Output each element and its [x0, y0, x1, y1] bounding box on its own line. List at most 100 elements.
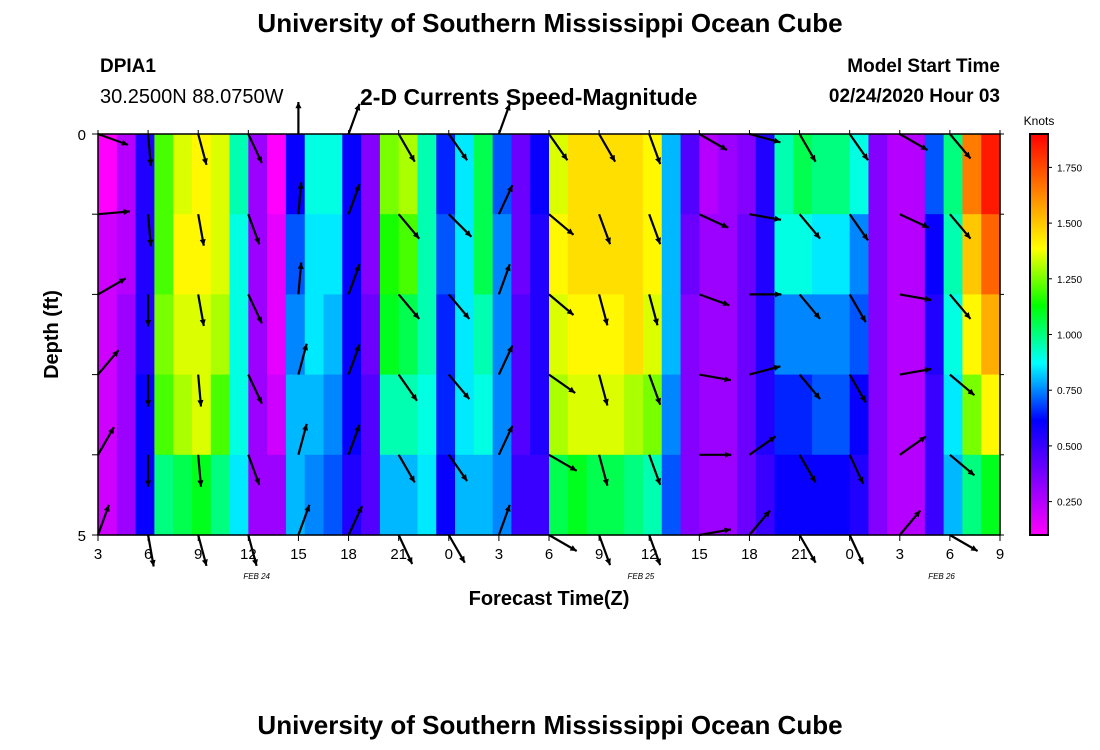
colorbar-tick-label: 1.750 [1057, 163, 1082, 174]
current-arrow-head [406, 557, 413, 564]
heatmap-cell [455, 374, 475, 456]
heatmap-cell [718, 374, 738, 456]
heatmap-cell [398, 134, 419, 215]
heatmap-cell [830, 294, 851, 376]
current-arrow-head [354, 184, 361, 192]
heatmap-cell [455, 134, 475, 215]
current-arrow-head [566, 228, 574, 235]
heatmap-cell [549, 214, 569, 295]
model-start-value: 02/24/2020 Hour 03 [828, 86, 1000, 107]
x-tick-label: 12 [641, 546, 658, 563]
heatmap-cell [718, 454, 738, 536]
heatmap-cell [549, 454, 569, 536]
heatmap-cell [868, 374, 888, 456]
current-arrow-head [813, 312, 821, 319]
heatmap-cell [285, 374, 306, 456]
heatmap-cell [210, 374, 231, 456]
current-arrow-head [412, 231, 420, 239]
heatmap-cell [924, 214, 945, 295]
current-arrow-head [295, 102, 302, 109]
model-start-label: Model Start Time [847, 56, 1000, 77]
current-arrow-head [356, 506, 363, 513]
current-arrow-head [412, 312, 420, 319]
heatmap-cell [812, 374, 832, 456]
date-label: FEB 25 [628, 572, 655, 581]
heatmap-cell [304, 454, 325, 536]
heatmap-cell [379, 134, 400, 215]
current-arrow-head [970, 545, 978, 551]
current-arrow-head [118, 278, 126, 285]
current-arrow-head [861, 153, 868, 161]
current-arrow-head [724, 376, 731, 383]
heatmap-cell [624, 214, 644, 295]
current-arrow-head [964, 231, 971, 239]
heatmap-cell [492, 134, 513, 215]
heatmap-cell [680, 294, 700, 376]
x-tick-label: 6 [946, 546, 954, 563]
current-arrow-head [507, 345, 513, 353]
heatmap-cell [436, 374, 456, 456]
heatmap-cell [267, 454, 287, 536]
heatmap-cell [849, 374, 870, 456]
current-arrow-head [197, 399, 204, 407]
current-arrow-head [408, 475, 415, 483]
colorbar-tick-label: 0.250 [1057, 498, 1082, 509]
heatmap-cell [173, 294, 193, 376]
current-arrow-head [813, 231, 821, 239]
heatmap-cell [98, 454, 118, 536]
current-arrow-head [605, 558, 611, 566]
heatmap-cell [793, 294, 813, 376]
heatmap-cell [98, 214, 118, 295]
current-arrow-head [920, 144, 928, 150]
heatmap-cell [417, 134, 437, 215]
heatmap-cell [361, 454, 381, 536]
heatmap-cell [285, 454, 306, 536]
heatmap-cell [981, 214, 1001, 295]
heatmap-cell [154, 214, 174, 295]
heatmap-cell [530, 454, 550, 536]
current-arrow-head [924, 295, 932, 302]
heatmap-cell [323, 294, 343, 376]
current-arrow-head [461, 153, 468, 161]
heatmap-cell [229, 454, 249, 536]
heatmap-cell [417, 454, 437, 536]
current-arrow-head [145, 400, 152, 407]
heatmap-cell [887, 294, 907, 376]
heatmap-cell [605, 374, 625, 456]
current-arrow-head [809, 475, 816, 483]
chart-title: 2-D Currents Speed-Magnitude [360, 84, 698, 110]
current-arrow-head [774, 215, 781, 222]
heatmap-cell [567, 294, 588, 376]
heatmap-cell [586, 374, 606, 456]
heatmap-cell [661, 294, 682, 376]
current-arrow-head [254, 237, 260, 245]
heatmap-cell [755, 374, 776, 456]
current-arrow-head [859, 395, 866, 403]
current-arrow-head [609, 154, 616, 162]
heatmap-cell [436, 214, 456, 295]
current-arrow-head [410, 393, 417, 401]
current-arrow-head [919, 436, 926, 443]
heatmap-cell [511, 134, 531, 215]
heatmap-cell [755, 134, 776, 215]
heatmap-cell [173, 214, 193, 295]
x-tick-label: 9 [194, 546, 202, 563]
heatmap-cell [661, 214, 682, 295]
heatmap-cell [699, 454, 719, 536]
heatmap-cell [492, 294, 513, 376]
current-arrow-head [721, 222, 729, 228]
current-arrow-head [463, 312, 470, 319]
heatmap-cell [586, 454, 606, 536]
colorbar-gradient [1029, 133, 1049, 536]
current-arrow-head [967, 388, 975, 396]
heatmap-cell [887, 454, 907, 536]
heatmap-cell [379, 374, 400, 456]
current-arrow-head [857, 557, 864, 564]
heatmap-cell [680, 134, 700, 215]
heatmap-cell [849, 454, 870, 536]
heatmap-cell [361, 294, 381, 376]
heatmap-cell [943, 134, 964, 215]
current-arrow-head [199, 319, 206, 326]
date-label: FEB 26 [928, 572, 955, 581]
heatmap-cell [624, 454, 644, 536]
